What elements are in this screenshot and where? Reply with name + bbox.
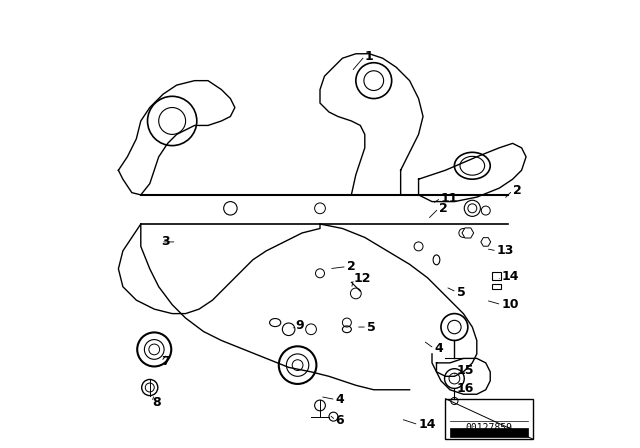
Text: 10: 10 [502,298,519,311]
Text: 15: 15 [457,364,474,378]
Circle shape [451,397,458,405]
Polygon shape [462,228,474,238]
Circle shape [141,379,158,396]
Bar [445,399,533,439]
Bar [450,428,529,437]
Text: 12: 12 [353,272,371,285]
Text: 6: 6 [336,414,344,427]
Circle shape [316,269,324,278]
Text: 14: 14 [502,270,519,284]
Text: 11: 11 [441,191,458,205]
Circle shape [481,206,490,215]
Bar [493,272,500,280]
Text: 1: 1 [365,49,374,63]
Polygon shape [481,237,491,246]
Circle shape [459,228,468,237]
Text: 4: 4 [435,342,443,355]
Text: 7: 7 [161,355,170,368]
Bar [493,284,500,289]
Circle shape [414,242,423,251]
Text: 14: 14 [419,418,436,431]
Text: 9: 9 [296,319,304,332]
Text: 2: 2 [347,260,356,273]
Text: 2: 2 [439,202,447,215]
Text: 16: 16 [457,382,474,396]
Circle shape [445,369,464,388]
Circle shape [279,346,316,384]
Text: 5: 5 [367,320,376,334]
Text: 3: 3 [161,235,170,249]
Text: 2: 2 [513,184,522,197]
Text: 8: 8 [152,396,161,409]
Text: 5: 5 [457,285,465,299]
Circle shape [351,288,361,299]
Circle shape [342,318,351,327]
Text: 13: 13 [497,244,515,258]
Text: 4: 4 [336,393,344,406]
Circle shape [137,332,172,366]
Text: 00127859: 00127859 [466,423,513,433]
